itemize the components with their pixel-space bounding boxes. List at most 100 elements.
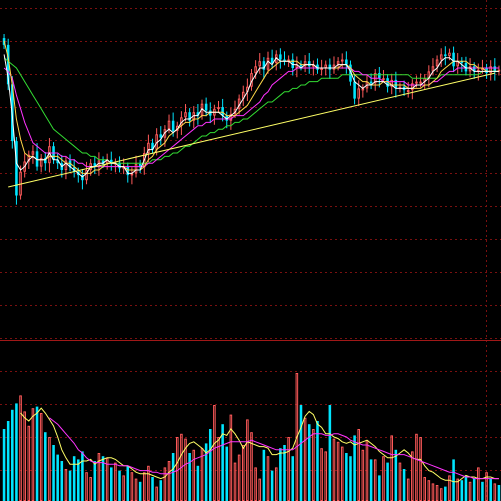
candle-body (307, 61, 311, 67)
volume-bar (56, 454, 59, 501)
candle-body (472, 66, 476, 72)
volume-bar (114, 462, 117, 501)
candle-body (81, 175, 84, 181)
candle-body (444, 54, 447, 57)
volume-bar (291, 456, 295, 501)
volume-bar (188, 453, 191, 501)
candle-body (130, 173, 134, 176)
candle-body (415, 81, 418, 84)
volume-bar (460, 480, 464, 501)
candle-body (316, 64, 319, 70)
volume-bar (68, 470, 72, 501)
volume-bar (159, 480, 163, 501)
volume-bar (60, 461, 64, 501)
candle-body (147, 142, 150, 154)
volume-bar (147, 465, 150, 501)
volume-bar (382, 456, 385, 501)
candle-body (390, 79, 393, 87)
volume-bar (439, 488, 443, 501)
candle-body (435, 59, 439, 67)
candle-body (56, 159, 59, 164)
support-trendline (8, 72, 495, 188)
volume-bar (241, 445, 245, 501)
volume-bar (213, 405, 216, 501)
candle-body (217, 107, 220, 110)
candle-body (357, 88, 361, 99)
volume-bar (402, 469, 406, 501)
candle-body (6, 44, 10, 85)
volume-bar (44, 432, 47, 501)
volume-bar (336, 441, 340, 501)
candle-body (171, 120, 175, 131)
volume-bar (299, 405, 303, 501)
candle-body (221, 107, 224, 116)
candle-body (270, 57, 274, 63)
volume-bar (431, 483, 435, 501)
volume-bar (320, 448, 323, 501)
volume-bar (225, 446, 229, 501)
volume-bar (464, 475, 468, 501)
volume-bar (122, 475, 125, 501)
candle-body (118, 162, 121, 169)
candle-body (361, 88, 365, 91)
candle-body (64, 160, 68, 170)
candlesticks (2, 34, 501, 205)
volume-bar (398, 462, 402, 501)
volume-bar (233, 462, 237, 501)
volume-bar (283, 445, 286, 501)
candle-body (324, 64, 328, 68)
volume-bar (493, 483, 497, 501)
candle-body (411, 83, 414, 91)
volume-bar (456, 478, 459, 501)
volume-bar (89, 477, 92, 501)
candle-body (497, 69, 501, 72)
candle-body (167, 120, 171, 130)
volume-bar (39, 413, 43, 501)
volume-bar (316, 421, 319, 501)
candle-body (493, 66, 497, 72)
candle-body (208, 110, 212, 116)
volume-bar (324, 451, 328, 501)
volume-bar (101, 456, 105, 501)
volume-bar (237, 454, 241, 501)
volume-bar (477, 467, 480, 501)
candle-body (369, 81, 373, 84)
volume-bar (472, 478, 476, 501)
candle-body (126, 166, 130, 176)
candle-body (340, 59, 344, 62)
volume-bar (345, 453, 348, 501)
volume-bar (340, 446, 344, 501)
volume-bar (93, 461, 97, 501)
volume-bar (279, 448, 282, 501)
volume-bar (204, 443, 208, 501)
candle-body (254, 66, 257, 74)
candle-body (266, 57, 270, 70)
volume-bar (126, 465, 130, 501)
volume-bar (312, 429, 315, 501)
candle-body (394, 79, 398, 89)
volume-bar (167, 461, 171, 501)
volume-bar (35, 406, 39, 501)
candle-body (184, 112, 187, 118)
volume-bar (415, 433, 418, 501)
volume-bar (353, 435, 356, 501)
candle-body (35, 151, 39, 167)
volume-bar (221, 424, 224, 501)
volume-bar (72, 456, 76, 501)
volume-bar (406, 478, 410, 501)
candle-body (431, 66, 435, 72)
candle-body (188, 112, 191, 121)
ma-short-line (3, 54, 499, 178)
volume-bar (270, 470, 274, 501)
volume-bar (497, 485, 501, 501)
candle-body (134, 163, 138, 174)
candle-body (262, 61, 266, 70)
volume-bar (192, 449, 196, 501)
volume-bar (64, 469, 68, 501)
volume-bar (31, 408, 35, 501)
candle-body (378, 73, 381, 79)
candle-body (225, 115, 229, 121)
volume-bar (246, 419, 249, 501)
candle-body (27, 154, 31, 162)
